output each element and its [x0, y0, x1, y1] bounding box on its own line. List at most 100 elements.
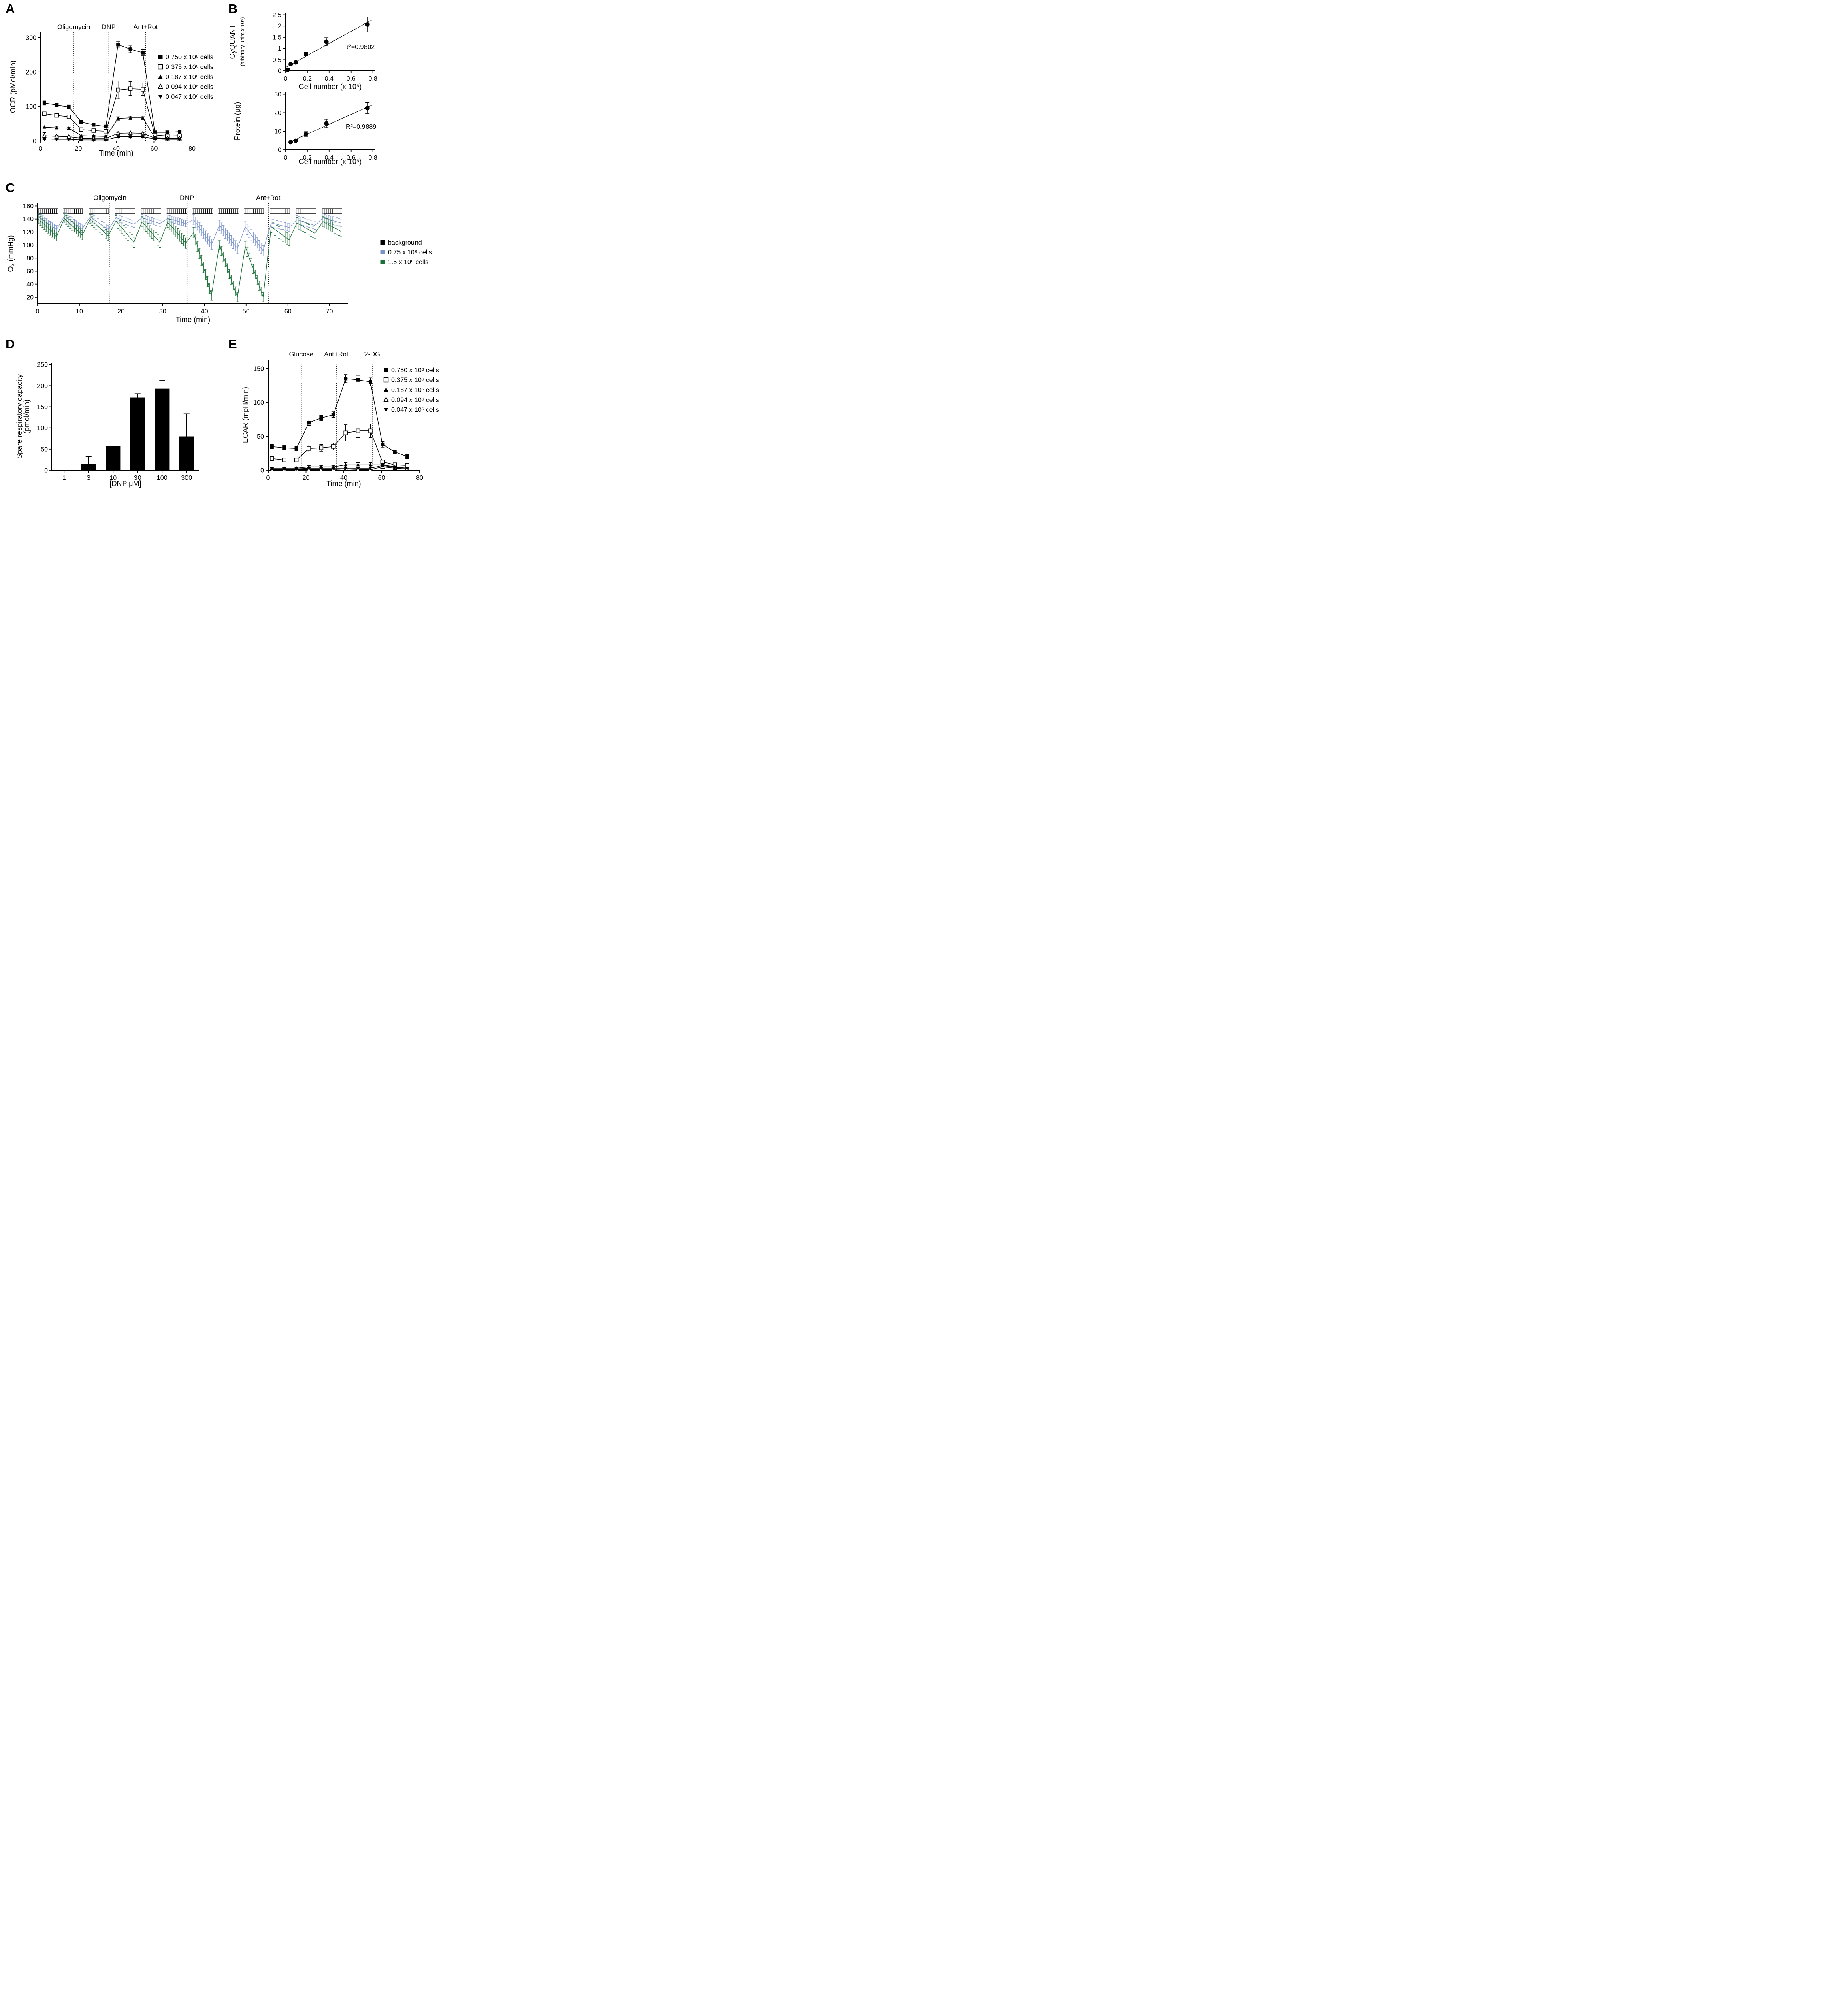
- marker-square-filled: [141, 51, 145, 55]
- panel-label-b: B: [228, 2, 238, 16]
- event-label: Ant+Rot: [133, 23, 158, 31]
- marker-triangle-down-filled: [165, 138, 169, 141]
- y-axis-label: Spare respiratory capacity: [15, 374, 23, 459]
- y-tick-label: 0.5: [273, 57, 281, 64]
- marker-triangle-open: [383, 396, 389, 402]
- x-tick-label: 3: [87, 475, 90, 482]
- marker-square-filled: [165, 130, 169, 134]
- x-tick-label: 0.4: [325, 75, 334, 82]
- y-tick-label: 160: [23, 203, 34, 210]
- event-label: Oligomycin: [93, 194, 126, 202]
- x-tick-label: 0: [266, 475, 270, 482]
- legend-label: 0.750 x 10⁶ cells: [391, 367, 439, 374]
- y-axis-label: OCR (pMol/min): [9, 60, 17, 113]
- bar: [130, 397, 145, 470]
- marker-triangle-filled: [141, 115, 145, 119]
- y-tick-label: 60: [26, 268, 34, 275]
- x-tick-label: 30: [134, 475, 141, 482]
- y-tick-label: 0: [260, 467, 264, 474]
- x-axis-label: Time (min): [99, 149, 133, 157]
- x-tick-label: 20: [75, 145, 82, 152]
- marker-triangle-filled: [55, 126, 59, 130]
- legend: 0.750 x 10⁶ cells 0.375 x 10⁶ cells 0.187 …: [158, 54, 213, 100]
- y-tick-label: 1.5: [273, 34, 281, 41]
- event-label: 2-DG: [364, 351, 380, 358]
- marker-triangle-down-filled: [294, 467, 298, 471]
- legend-label: 0.75 x 10⁶ cells: [388, 249, 432, 256]
- bar: [106, 446, 121, 470]
- marker-triangle-down-filled: [158, 94, 163, 99]
- y-tick-label: 2.5: [273, 12, 281, 19]
- y-axis-label-2: (arbitrary units x 10⁵): [239, 17, 245, 66]
- y-tick-label: 50: [40, 446, 48, 453]
- panel-label-e: E: [228, 337, 237, 351]
- series: [37, 212, 342, 256]
- x-axis-label: Cell number (x 10⁶): [299, 158, 362, 166]
- chart-c-oxygen-trace: 20 40 60 80 100 120 140 160 0 10 20 30 40 50 60 70 Time …: [6, 194, 432, 324]
- y-tick-label: 50: [257, 433, 264, 440]
- event-label: DNP: [102, 23, 116, 31]
- x-tick-label: 10: [109, 475, 117, 482]
- x-tick-label: 30: [159, 308, 166, 315]
- chart-b-cyquant: 0 0.5 1 1.5 2 2.5 0 0.2 0.4 0.6 0.8 Cell number (x …: [228, 12, 377, 91]
- marker-square-open: [116, 87, 120, 92]
- marker-circle-filled: [324, 121, 329, 126]
- marker-square-filled: [158, 55, 163, 59]
- fit-line: [285, 19, 372, 68]
- x-tick-label: 300: [181, 475, 192, 482]
- marker-square-filled: [128, 47, 132, 51]
- legend-label: 0.375 x 10⁶ cells: [391, 377, 439, 384]
- chart-b-protein: 0 10 20 30 0 0.2 0.4 0.6 0.8 Cell number (x 10⁶) P…: [233, 91, 377, 166]
- marker-square-open: [294, 458, 299, 462]
- y-tick-label: 200: [26, 69, 36, 76]
- marker-square-open: [343, 430, 348, 435]
- marker-triangle-down-filled: [67, 138, 71, 141]
- marker-square-open: [319, 445, 324, 450]
- marker-square-open: [54, 113, 59, 118]
- marker-circle-filled: [303, 51, 308, 56]
- y-tick-label: 100: [23, 242, 34, 249]
- marker-triangle-down-filled: [319, 467, 323, 470]
- x-tick-label: 0: [284, 75, 288, 82]
- marker-circle-filled: [365, 106, 370, 111]
- x-tick-label: 0: [36, 308, 40, 315]
- legend-label: 0.750 x 10⁶ cells: [166, 54, 213, 61]
- marker-circle-filled: [285, 67, 290, 72]
- series: [270, 424, 409, 468]
- x-tick-label: 80: [188, 145, 196, 152]
- legend-label: 0.094 x 10⁶ cells: [391, 397, 439, 404]
- y-tick-label: 0: [278, 68, 281, 75]
- x-tick-label: 0.4: [325, 154, 334, 161]
- series: [270, 374, 409, 459]
- marker-square-filled: [178, 130, 182, 134]
- x-tick-label: 50: [243, 308, 250, 315]
- x-tick-label: 0: [284, 154, 288, 161]
- marker-square-open: [66, 115, 71, 119]
- marker-triangle-filled: [67, 126, 71, 130]
- series: [42, 81, 182, 139]
- marker-square-open: [383, 377, 389, 383]
- marker-triangle-down-filled: [307, 467, 311, 470]
- bar: [155, 388, 170, 470]
- y-axis-label: O₂ (mmHg): [6, 235, 15, 272]
- y-tick-label: 300: [26, 34, 36, 41]
- x-tick-label: 100: [157, 475, 168, 482]
- marker-square-filled: [319, 416, 323, 420]
- marker-triangle-down-filled: [42, 137, 46, 141]
- y-tick-label: 0: [33, 138, 36, 145]
- marker-triangle-down-filled: [92, 138, 96, 142]
- y-tick-label: 100: [253, 399, 264, 406]
- y-tick-label: 30: [274, 91, 281, 98]
- y-tick-label: 100: [26, 103, 36, 110]
- panel-label-c: C: [6, 181, 15, 195]
- y-tick-label: 140: [23, 216, 34, 223]
- marker-square-open: [368, 428, 373, 433]
- x-tick-label: 40: [113, 145, 120, 152]
- marker-square-open: [91, 128, 96, 133]
- marker-square-filled: [42, 101, 46, 105]
- legend-label: 0.047 x 10⁶ cells: [391, 407, 439, 413]
- legend: 0.750 x 10⁶ cells 0.375 x 10⁶ cells 0.187 …: [383, 367, 439, 413]
- marker-square-filled: [79, 120, 83, 124]
- x-tick-label: 0.2: [303, 75, 312, 82]
- marker-square-open: [158, 64, 163, 70]
